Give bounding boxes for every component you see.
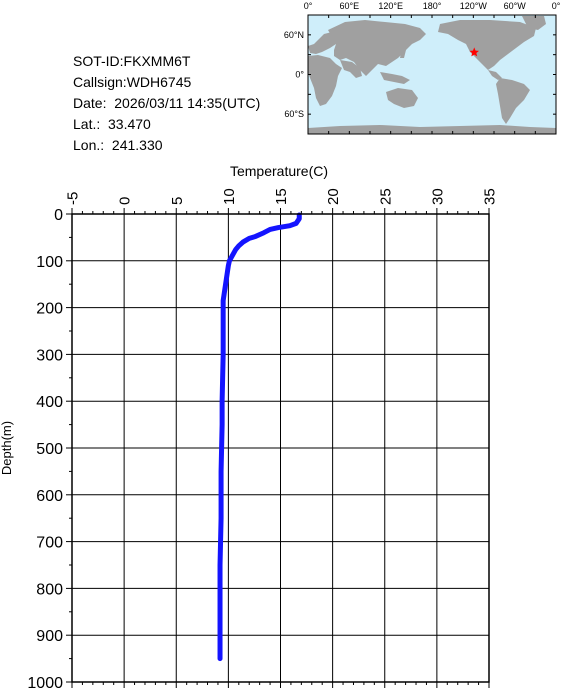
y-tick-label: 300 xyxy=(36,347,63,364)
x-tick-label: 5 xyxy=(169,197,186,205)
position-marker-star xyxy=(469,47,479,57)
x-tick-label: 10 xyxy=(221,188,238,205)
landmass-north-america xyxy=(438,20,536,70)
landmass-greenland xyxy=(522,16,546,30)
callsign-label: Callsign:WDH6745 xyxy=(73,74,192,90)
y-tick-label: 700 xyxy=(36,535,63,552)
map-latitude-label: 0° xyxy=(295,70,304,80)
landmass-south-america xyxy=(496,78,530,124)
landmass-africa xyxy=(308,55,342,106)
y-tick-label: 200 xyxy=(36,301,63,318)
chart-grid xyxy=(71,213,490,683)
x-tick-label: 30 xyxy=(429,188,446,205)
landmass-asia xyxy=(328,20,426,76)
x-axis-tick-labels: -5 0 5 10 15 20 25 30 35 xyxy=(65,188,499,205)
y-tick-label: 0 xyxy=(54,207,63,224)
landmass-australia xyxy=(386,88,418,108)
y-tick-label: 400 xyxy=(36,394,63,411)
landmass-central-america xyxy=(488,70,502,80)
map-longitude-label: 0° xyxy=(304,1,313,11)
float-info-panel: SOT-ID:FKXMM6T Callsign:WDH6745 Date: 20… xyxy=(73,51,260,156)
date-label: Date: 2026/03/11 14:35(UTC) xyxy=(73,95,261,111)
y-tick-label: 500 xyxy=(36,441,63,458)
y-tick-label: 600 xyxy=(36,488,63,505)
y-tick-label: 900 xyxy=(36,628,63,645)
x-tick-label: 15 xyxy=(273,188,290,205)
map-longitude-label: 0° xyxy=(552,1,561,11)
sot-id-label: SOT-ID:FKXMM6T xyxy=(73,53,191,69)
map-latitude-label: 60°S xyxy=(284,109,304,119)
map-tick-marks xyxy=(307,14,557,135)
latitude-label: Lat.: 33.470 xyxy=(73,116,151,132)
temperature-profile-chart: Temperature(C) -5 0 5 10 15 20 25 30 35 01002003… xyxy=(0,163,499,690)
star-icon xyxy=(469,47,479,57)
landmass-india xyxy=(340,60,362,78)
y-tick-label: 800 xyxy=(36,581,63,598)
world-map: 0° 60°E 120°E 180° 120°W 60°W 0° 60°N 0° 60°S xyxy=(284,1,561,135)
x-tick-label: 25 xyxy=(377,188,394,205)
landmass-japan xyxy=(400,48,406,58)
x-tick-label: 20 xyxy=(325,188,342,205)
x-tick-label: 35 xyxy=(482,188,499,205)
y-tick-label: 1000 xyxy=(27,675,63,690)
temperature-profile-line xyxy=(217,212,302,662)
map-longitude-label: 120°E xyxy=(378,1,403,11)
map-longitude-label: 60°E xyxy=(340,1,360,11)
x-tick-label: 0 xyxy=(117,197,134,205)
chart-series-layer xyxy=(217,212,302,662)
x-axis-title: Temperature(C) xyxy=(230,163,328,179)
landmass-se-asia xyxy=(380,72,410,84)
y-axis-title: Depth(m) xyxy=(0,421,14,475)
map-longitude-labels: 0° 60°E 120°E 180° 120°W 60°W 0° xyxy=(304,1,561,11)
x-tick-label: -5 xyxy=(65,192,82,205)
map-latitude-labels: 60°N 0° 60°S xyxy=(284,30,305,119)
map-longitude-label: 180° xyxy=(423,1,442,11)
map-longitude-label: 120°W xyxy=(460,1,488,11)
map-landmasses xyxy=(308,16,556,134)
y-tick-label: 100 xyxy=(36,254,63,271)
plot-frame xyxy=(71,213,490,683)
longitude-label: Lon.: 241.330 xyxy=(73,137,163,153)
landmass-europe xyxy=(308,32,338,54)
y-axis-tick-labels: 0 100 200 300 400 500 600 700 800 900 1000 xyxy=(27,207,63,690)
map-longitude-label: 60°W xyxy=(504,1,527,11)
map-latitude-label: 60°N xyxy=(284,30,304,40)
